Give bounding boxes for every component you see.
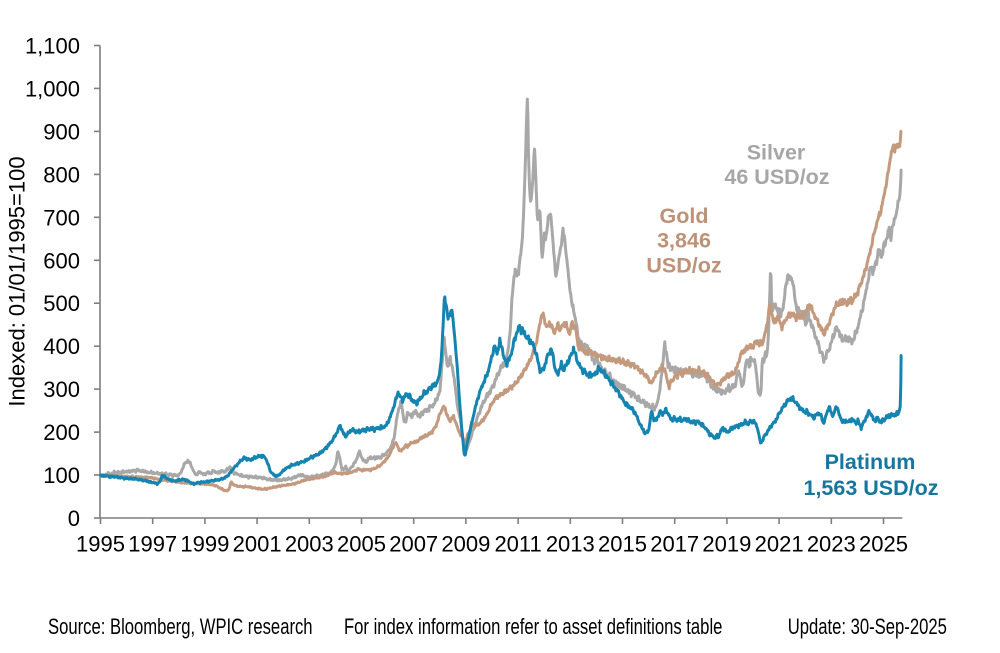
svg-text:Platinum: Platinum: [825, 450, 916, 474]
svg-text:1995: 1995: [76, 532, 125, 557]
svg-text:200: 200: [43, 420, 80, 445]
svg-text:2019: 2019: [702, 532, 751, 557]
svg-text:46 USD/oz: 46 USD/oz: [724, 165, 829, 189]
svg-text:Update: 30-Sep-2025: Update: 30-Sep-2025: [788, 615, 947, 640]
svg-text:1997: 1997: [128, 532, 177, 557]
svg-text:400: 400: [43, 334, 80, 359]
svg-text:Source: Bloomberg, WPIC resear: Source: Bloomberg, WPIC research: [48, 615, 313, 640]
svg-text:600: 600: [43, 248, 80, 273]
svg-text:500: 500: [43, 291, 80, 316]
svg-text:700: 700: [43, 205, 80, 230]
svg-text:100: 100: [43, 463, 80, 488]
svg-text:1999: 1999: [180, 532, 229, 557]
svg-text:2021: 2021: [755, 532, 804, 557]
svg-text:3,846: 3,846: [657, 229, 711, 253]
svg-text:2013: 2013: [546, 532, 595, 557]
svg-text:900: 900: [43, 119, 80, 144]
svg-text:Indexed: 01/01/1995=100: Indexed: 01/01/1995=100: [5, 156, 30, 406]
svg-text:0: 0: [68, 506, 80, 531]
svg-text:800: 800: [43, 162, 80, 187]
svg-text:2017: 2017: [650, 532, 699, 557]
svg-text:2005: 2005: [337, 532, 386, 557]
svg-text:2011: 2011: [494, 532, 541, 557]
svg-text:USD/oz: USD/oz: [646, 253, 721, 277]
svg-text:2015: 2015: [598, 532, 647, 557]
svg-text:2025: 2025: [859, 532, 908, 557]
svg-text:1,563 USD/oz: 1,563 USD/oz: [803, 476, 938, 500]
svg-text:2007: 2007: [389, 532, 438, 557]
svg-text:300: 300: [43, 377, 80, 402]
svg-text:2009: 2009: [441, 532, 490, 557]
svg-text:2001: 2001: [233, 532, 282, 557]
svg-text:1,000: 1,000: [25, 76, 80, 101]
svg-text:Gold: Gold: [660, 204, 709, 228]
svg-text:2023: 2023: [807, 532, 856, 557]
svg-text:1,100: 1,100: [25, 34, 80, 59]
svg-text:Silver: Silver: [747, 141, 806, 165]
svg-text:2003: 2003: [285, 532, 334, 557]
svg-text:For index information refer to: For index information refer to asset def…: [344, 615, 722, 640]
